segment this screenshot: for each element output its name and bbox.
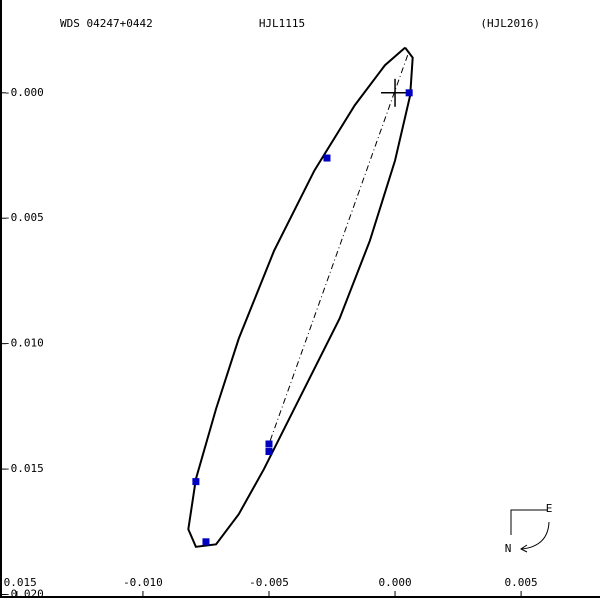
observation bbox=[405, 89, 413, 97]
x-tick-label: 0.005 bbox=[505, 576, 538, 589]
y-tick-label: -0.015 bbox=[4, 462, 44, 475]
observation bbox=[265, 448, 273, 456]
compass-arrowhead bbox=[520, 544, 528, 553]
reference: (HJL2016) bbox=[480, 17, 540, 30]
chart-title: WDS 04247+0442 bbox=[60, 17, 153, 30]
observation bbox=[202, 538, 210, 546]
x-tick-label: -0.005 bbox=[249, 576, 289, 589]
x-tick-label: 0.000 bbox=[378, 576, 411, 589]
observation bbox=[192, 478, 200, 486]
x-tick-label: -0.015 bbox=[0, 576, 37, 589]
x-tick-label: -0.010 bbox=[123, 576, 163, 589]
compass-east: E bbox=[546, 502, 553, 515]
chart-subtitle: HJL1115 bbox=[259, 17, 305, 30]
orbit bbox=[187, 46, 414, 548]
observation bbox=[323, 154, 331, 162]
observation bbox=[265, 440, 273, 448]
compass-arrow bbox=[521, 521, 550, 550]
compass-frame bbox=[510, 509, 547, 535]
y-tick-label: -0.010 bbox=[4, 337, 44, 350]
y-tick-label: -0.005 bbox=[4, 211, 44, 224]
line-of-nodes bbox=[268, 55, 409, 445]
compass-north: N bbox=[505, 542, 512, 555]
y-tick-label: -0.000 bbox=[4, 86, 44, 99]
compass: E N bbox=[505, 502, 553, 555]
y-tick-label: -0.020 bbox=[4, 587, 44, 600]
